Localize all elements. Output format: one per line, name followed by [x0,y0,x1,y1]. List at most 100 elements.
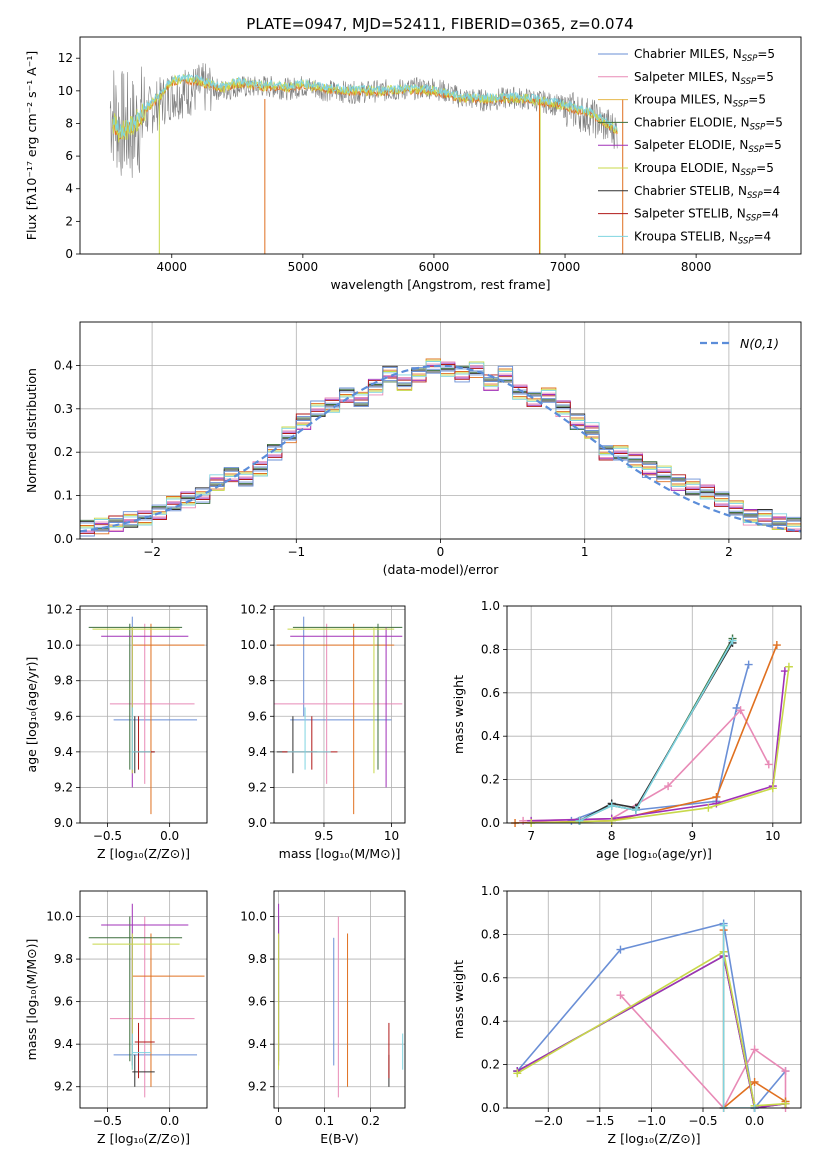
series-line [516,950,786,1107]
series-marker [750,1045,759,1054]
y-tick-label: 9.0 [248,816,267,830]
y-tick-label: 9.8 [54,674,73,688]
series-marker [728,636,737,645]
x-tick-label: 0.0 [745,1114,764,1128]
panel-age-vs-mass: 9.5 10 9.0 9.2 9.4 9.6 9.8 10.0 10.2 mass [log₁₀(… [240,603,406,861]
x-axis-label: wavelength [Angstrom, rest frame] [330,277,550,292]
x-tick-label: 10 [765,829,780,843]
y-tick-label: 0 [65,247,73,261]
y-tick-label: 0.6 [481,971,500,985]
x-tick-label: −1.5 [585,1114,614,1128]
x-tick-label: 9.5 [314,829,333,843]
y-tick-label: 0.6 [481,686,500,700]
series-line [531,671,786,822]
y-tick-label: 1.0 [481,599,500,613]
y-axis-label: mass weight [451,675,466,754]
histogram-step [80,361,801,529]
legend-entry-text: Chabrier STELIB, N [634,184,747,198]
x-axis-label: E(B-V) [320,1131,359,1146]
y-tick-label: 2 [65,214,73,228]
panel-spectrum: 4000 5000 6000 7000 8000 0 2 4 6 8 10 12 wavelength … [24,36,802,292]
axes-frame [506,890,802,1109]
x-tick-label: −0.5 [93,1114,122,1128]
series-marker [750,1077,759,1086]
x-tick-label: 0 [275,1114,283,1128]
x-axis-label: Z [log₁₀(Z/Z⊙)] [608,1131,701,1146]
legend-entry-sub: SSP [733,100,749,110]
x-tick-label: −1 [287,545,305,559]
series-marker [607,816,616,825]
y-tick-label: 10.0 [46,638,73,652]
y-tick-label: 0.4 [481,729,500,743]
legend-entry-tail: =5 [765,115,783,129]
y-tick-label: 0.8 [481,642,500,656]
x-tick-label: −0.5 [93,829,122,843]
legend-entry-sub: SSP [741,77,757,87]
legend-entry-label: Salpeter STELIB, NSSP=4 [634,207,779,224]
axes-frame [79,890,208,1109]
spectrum-model-line [112,76,618,141]
legend-entry-sub: SSP [748,145,764,155]
axes-frame [273,890,406,1109]
legend-entry-tail: =5 [757,47,775,61]
y-tick-label: 10.0 [240,638,267,652]
y-tick-label: 0.2 [54,445,73,459]
y-axis-label: age [log₁₀(age/yr)] [24,657,39,773]
x-tick-label: 0.0 [160,829,179,843]
series-marker [732,703,741,712]
panel-mass-weight-vs-Z: −2.0 −1.5 −1.0 −0.5 0.0 0.0 0.2 0.4 0.6 0.8 1.0 Z [… [451,884,802,1146]
x-tick-label: 0.2 [361,1114,380,1128]
series-marker [575,816,584,825]
panel-mass-weight-vs-age: 7 8 9 10 0.0 0.2 0.4 0.6 0.8 1.0 age [log₁₀(age/yr… [451,599,802,861]
series-marker [719,921,728,930]
y-tick-label: 9.8 [248,952,267,966]
x-axis-label: Z [log₁₀(Z/Z⊙)] [97,1131,190,1146]
y-tick-label: 9.4 [54,1037,73,1051]
series-marker [567,816,576,825]
series-line [579,642,734,822]
y-tick-label: 9.8 [248,674,267,688]
y-axis-label: Normed distribution [24,368,39,493]
series-line [722,925,755,1108]
series-marker [768,784,777,793]
legend-entry-tail: =5 [756,70,774,84]
legend-entry-sub: SSP [738,236,754,246]
y-axis-label: Flux [fλ10⁻¹⁷ erg cm⁻² s⁻¹ A⁻¹] [24,51,39,240]
legend-entry-label: N(0,1) [740,336,779,351]
x-tick-label: 1 [581,545,589,559]
y-tick-label: 9.6 [54,995,73,1009]
legend-entry-label: Chabrier MILES, NSSP=5 [634,47,775,64]
axes-frame [273,605,406,824]
legend-entry-label: Salpeter MILES, NSSP=5 [634,70,774,87]
legend-entry-label: Chabrier ELODIE, NSSP=5 [634,115,783,132]
legend-entry-label: Kroupa ELODIE, NSSP=5 [634,161,774,178]
legend: Chabrier MILES, NSSP=5 Salpeter MILES, NS… [598,47,783,246]
legend-entry-sub: SSP [747,191,763,201]
y-tick-label: 9.2 [54,780,73,794]
y-tick-label: 10.0 [240,910,267,924]
y-tick-label: 0.0 [481,1101,500,1115]
legend-entry-text: Salpeter STELIB, N [634,207,746,221]
x-axis-label: age [log₁₀(age/yr)] [596,846,712,861]
series-marker [616,945,625,954]
x-tick-label: 8000 [681,260,712,274]
y-tick-label: 0.0 [54,532,73,546]
y-tick-label: 9.4 [248,1037,267,1051]
y-axis-label: mass weight [451,960,466,1039]
x-tick-label: 7 [527,829,535,843]
legend-entry-text: Kroupa ELODIE, N [634,161,741,175]
y-tick-label: 9.2 [248,780,267,794]
y-tick-label: 0.4 [481,1014,500,1028]
panel-residuals: −2 −1 0 1 2 0.0 0.1 0.2 0.3 0.4 (data-model)/error… [24,321,802,577]
legend-entry-tail: =5 [764,138,782,152]
legend-entry-sub: SSP [742,54,758,64]
y-tick-label: 9.2 [248,1080,267,1094]
x-tick-label: 0.1 [315,1114,334,1128]
panel-age-vs-Z: −0.5 0.0 9.0 9.2 9.4 9.6 9.8 10.0 10.2 Z [log₁₀(Z… [24,603,208,861]
x-tick-label: 0 [437,545,445,559]
y-tick-label: 10.0 [46,910,73,924]
y-tick-label: 8 [65,116,73,130]
y-tick-label: 6 [65,149,73,163]
legend-entry-tail: =5 [756,161,774,175]
